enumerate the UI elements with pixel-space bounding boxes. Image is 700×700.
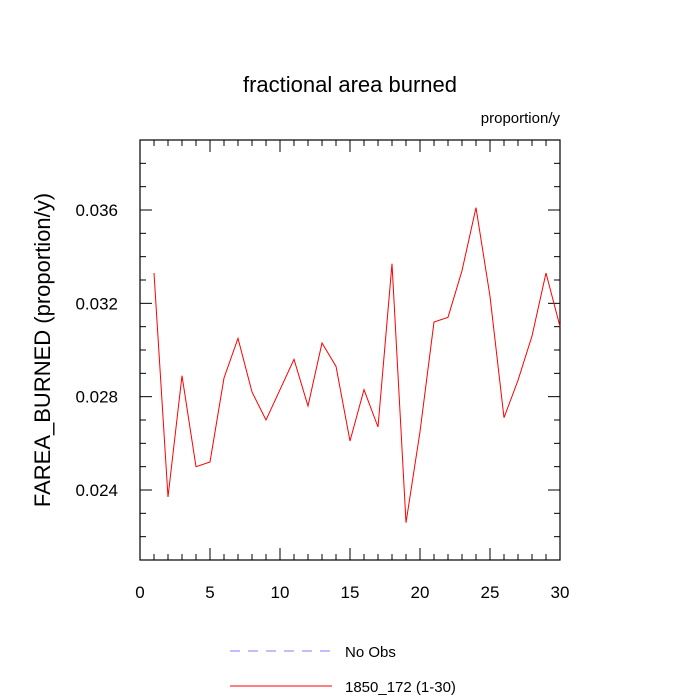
x-tick-label: 20 <box>411 583 430 602</box>
x-tick-label: 30 <box>551 583 570 602</box>
legend-label: No Obs <box>345 644 396 661</box>
chart-subtitle: proportion/y <box>481 110 561 127</box>
y-tick-label: 0.024 <box>75 481 118 500</box>
x-tick-label: 15 <box>341 583 360 602</box>
y-tick-label: 0.032 <box>75 294 118 313</box>
y-tick-label: 0.028 <box>75 388 118 407</box>
plot-frame <box>139 139 561 561</box>
y-axis-label: FAREA_BURNED (proportion/y) <box>30 193 55 507</box>
x-tick-label: 10 <box>271 583 290 602</box>
x-tick-label: 5 <box>205 583 214 602</box>
axis-tick-labels: 0 5 10 15 20 25 30 0.024 0.028 0.032 0.036 <box>75 201 569 602</box>
axis-ticks <box>139 139 561 561</box>
y-tick-label: 0.036 <box>75 201 118 220</box>
series-line <box>153 207 561 523</box>
legend: No Obs 1850_172 (1-30) <box>230 644 456 696</box>
x-tick-label: 25 <box>481 583 500 602</box>
chart-title: fractional area burned <box>243 72 457 97</box>
legend-label: 1850_172 (1-30) <box>345 679 456 696</box>
x-tick-label: 0 <box>135 583 144 602</box>
series-layer <box>153 207 561 523</box>
